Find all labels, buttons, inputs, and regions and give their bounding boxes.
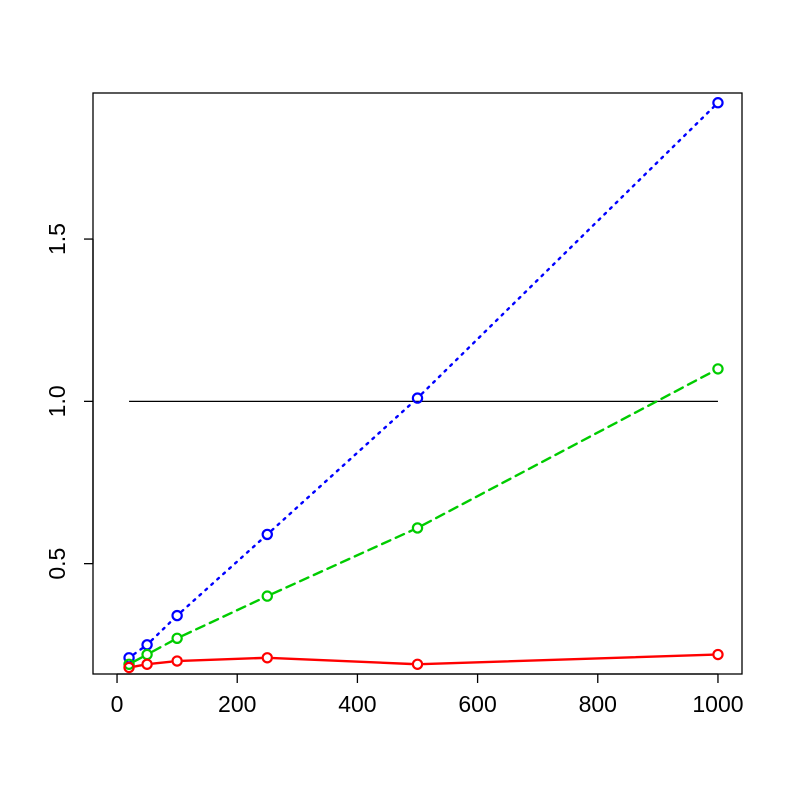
series-1: [123, 97, 724, 664]
data-point: [171, 655, 183, 667]
data-point: [712, 363, 724, 375]
plot-frame: [92, 92, 743, 675]
series-line-segment: [151, 639, 173, 653]
data-point: [171, 632, 183, 644]
x-tick-label: 1000: [692, 691, 743, 717]
series-line-segment: [151, 660, 173, 665]
series-line-segment: [181, 597, 263, 637]
series-line-segment: [270, 401, 415, 532]
y-tick-label: 1.5: [44, 223, 70, 255]
series-line-segment: [180, 537, 264, 613]
data-point: [712, 648, 724, 661]
data-point: [123, 661, 135, 674]
series-layer: [123, 97, 724, 674]
series-line-segment: [271, 529, 414, 595]
data-point: [141, 639, 153, 651]
data-point: [411, 522, 424, 534]
x-tick-label: 600: [458, 691, 496, 717]
series-3: [123, 648, 724, 674]
series-line-segment: [420, 105, 715, 396]
data-point: [712, 97, 724, 109]
series-line-segment: [422, 653, 714, 666]
series-line-segment: [132, 647, 144, 656]
series-line-segment: [272, 656, 413, 666]
series-line-segment: [421, 370, 714, 527]
x-tick-label: 200: [218, 691, 256, 717]
data-point: [141, 658, 153, 670]
y-tick-label: 0.5: [44, 548, 70, 580]
series-line-segment: [133, 656, 143, 663]
series-line-segment: [133, 664, 143, 668]
x-tick-label: 0: [111, 691, 124, 717]
data-point: [261, 528, 273, 541]
data-point: [261, 590, 273, 602]
data-point: [261, 652, 273, 664]
data-point: [171, 609, 183, 622]
data-point: [411, 658, 424, 670]
series-line-segment: [182, 656, 263, 662]
data-point: [411, 392, 424, 404]
series-line-segment: [150, 618, 174, 642]
data-point: [141, 648, 153, 661]
y-tick-label: 1.0: [44, 385, 70, 417]
series-2: [123, 363, 724, 670]
y-axis: 0.5 1.0 1.5: [44, 223, 94, 580]
x-tick-label: 800: [579, 691, 617, 717]
x-axis: 0 200 400 600 800 1000: [111, 673, 744, 717]
x-tick-label: 400: [338, 691, 376, 717]
